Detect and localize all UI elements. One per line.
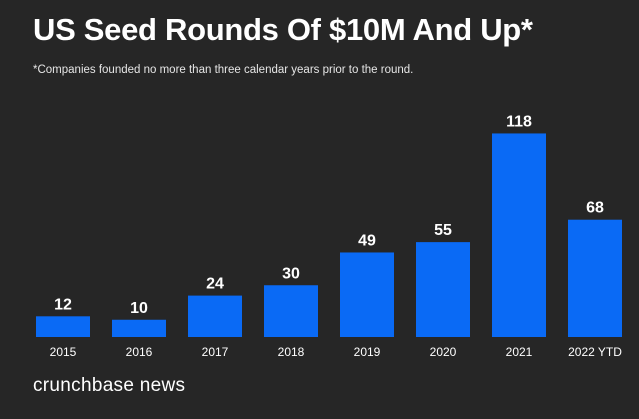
data-label: 118 [506,113,532,130]
data-label: 49 [358,232,376,249]
chart-title: US Seed Rounds Of $10M And Up* [33,12,533,47]
x-tick-label: 2015 [50,345,77,359]
bar-2022-ytd [568,219,622,337]
x-tick-label: 2021 [506,345,533,359]
x-tick-label: 2016 [126,345,153,359]
brand-logo: crunchbase news [33,375,186,396]
data-label: 12 [54,296,72,313]
data-label: 24 [206,276,224,293]
bar-2019 [340,252,394,337]
chart-subtitle: *Companies founded no more than three ca… [33,64,414,76]
x-tick-label: 2019 [354,345,381,359]
bar-2015 [36,316,90,337]
bar-2016 [112,319,166,337]
data-label: 30 [282,265,300,282]
bar-2017 [188,295,242,337]
data-label: 68 [586,200,604,217]
x-tick-label: 2017 [202,345,229,359]
data-label: 10 [130,300,148,317]
bar-2020 [416,242,470,337]
x-tick-label: 2018 [278,345,305,359]
bar-2021 [492,133,546,337]
bar-2018 [264,285,318,337]
x-tick-label: 2020 [430,345,457,359]
data-label: 55 [434,222,452,239]
x-tick-label: 2022 YTD [568,345,622,359]
